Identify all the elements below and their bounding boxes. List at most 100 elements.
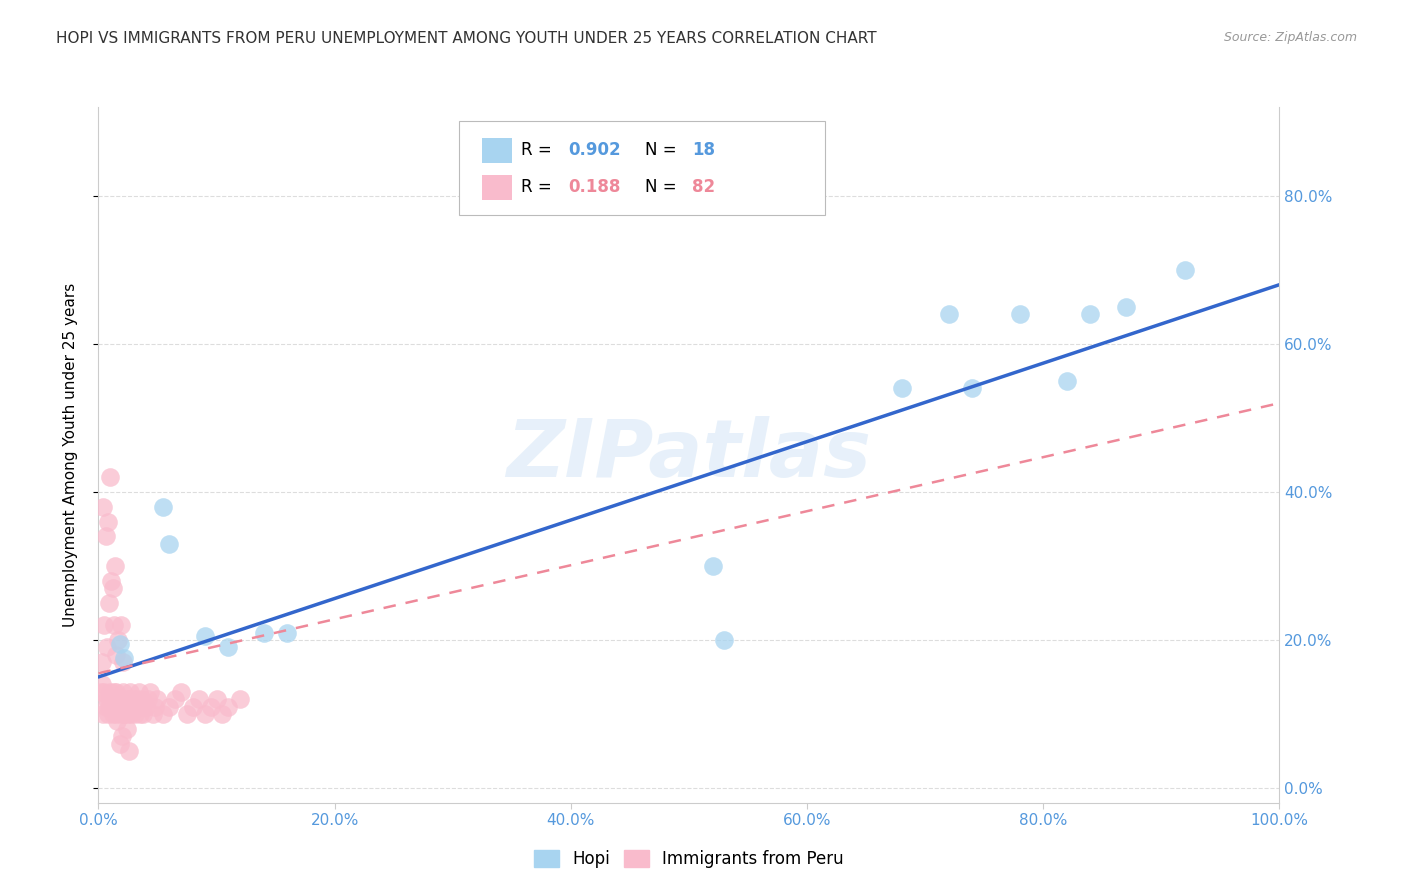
Point: [114, 699, 136, 714]
Point: [96, 692, 118, 706]
Point: [136, 692, 159, 706]
Point: [165, 692, 187, 706]
Point: [1174, 263, 1197, 277]
Point: [100, 574, 122, 588]
Point: [110, 618, 132, 632]
Text: 0.188: 0.188: [568, 178, 621, 196]
Point: [105, 706, 128, 721]
Point: [112, 706, 135, 721]
Point: [105, 714, 128, 729]
Point: [111, 729, 134, 743]
Point: [117, 706, 139, 721]
Point: [121, 699, 143, 714]
Text: 18: 18: [693, 141, 716, 159]
Point: [143, 699, 166, 714]
Text: N =: N =: [645, 141, 682, 159]
Point: [112, 655, 135, 669]
Point: [108, 706, 131, 721]
Point: [713, 632, 735, 647]
Point: [135, 699, 157, 714]
Y-axis label: Unemployment Among Youth under 25 years: Unemployment Among Youth under 25 years: [63, 283, 77, 627]
Text: R =: R =: [522, 141, 557, 159]
Point: [105, 699, 128, 714]
Point: [205, 692, 228, 706]
Text: 82: 82: [693, 178, 716, 196]
Text: ZIPatlas: ZIPatlas: [506, 416, 872, 494]
Text: 0.902: 0.902: [568, 141, 621, 159]
Point: [217, 640, 239, 655]
FancyBboxPatch shape: [458, 121, 825, 215]
Point: [91, 677, 114, 691]
Point: [98, 470, 121, 484]
Point: [152, 500, 174, 514]
Text: N =: N =: [645, 178, 682, 196]
Point: [120, 685, 142, 699]
Point: [200, 699, 222, 714]
Point: [118, 692, 141, 706]
Point: [128, 706, 150, 721]
Point: [253, 625, 276, 640]
Point: [112, 651, 135, 665]
Point: [181, 699, 204, 714]
Point: [97, 515, 120, 529]
Point: [98, 685, 121, 699]
Point: [962, 381, 984, 395]
Point: [938, 307, 960, 321]
Point: [142, 706, 165, 721]
Point: [112, 706, 135, 721]
Point: [157, 699, 180, 714]
Point: [111, 692, 134, 706]
Point: [702, 558, 724, 573]
Point: [108, 737, 131, 751]
Point: [124, 706, 146, 721]
Point: [90, 685, 112, 699]
Point: [98, 692, 121, 706]
Point: [104, 558, 127, 573]
Point: [131, 692, 153, 706]
Point: [98, 596, 121, 610]
Point: [100, 699, 122, 714]
Point: [129, 699, 152, 714]
Point: [103, 685, 125, 699]
Point: [121, 706, 143, 721]
Point: [104, 699, 127, 714]
Point: [97, 706, 120, 721]
Point: [128, 685, 150, 699]
Point: [110, 699, 132, 714]
Point: [217, 699, 239, 714]
Point: [157, 537, 180, 551]
Point: [118, 744, 141, 758]
Text: R =: R =: [522, 178, 557, 196]
Point: [98, 699, 121, 714]
Point: [187, 692, 209, 706]
Point: [91, 500, 114, 514]
Text: HOPI VS IMMIGRANTS FROM PERU UNEMPLOYMENT AMONG YOUTH UNDER 25 YEARS CORRELATION: HOPI VS IMMIGRANTS FROM PERU UNEMPLOYMEN…: [56, 31, 877, 46]
Point: [890, 381, 912, 395]
Point: [93, 685, 115, 699]
Point: [139, 685, 162, 699]
Point: [94, 529, 117, 543]
Point: [117, 699, 139, 714]
Point: [105, 685, 128, 699]
Point: [229, 692, 252, 706]
Point: [1008, 307, 1031, 321]
Point: [125, 699, 148, 714]
Point: [1056, 374, 1078, 388]
Point: [105, 648, 128, 662]
FancyBboxPatch shape: [482, 175, 512, 200]
Point: [127, 692, 149, 706]
Point: [276, 625, 298, 640]
Point: [101, 581, 124, 595]
Point: [103, 618, 125, 632]
Point: [91, 655, 114, 669]
Point: [194, 629, 217, 643]
Point: [107, 632, 129, 647]
FancyBboxPatch shape: [482, 138, 512, 162]
Point: [1080, 307, 1102, 321]
Point: [211, 706, 233, 721]
Point: [132, 706, 155, 721]
Point: [115, 692, 138, 706]
Point: [101, 706, 124, 721]
Point: [94, 699, 117, 714]
Point: [108, 637, 131, 651]
